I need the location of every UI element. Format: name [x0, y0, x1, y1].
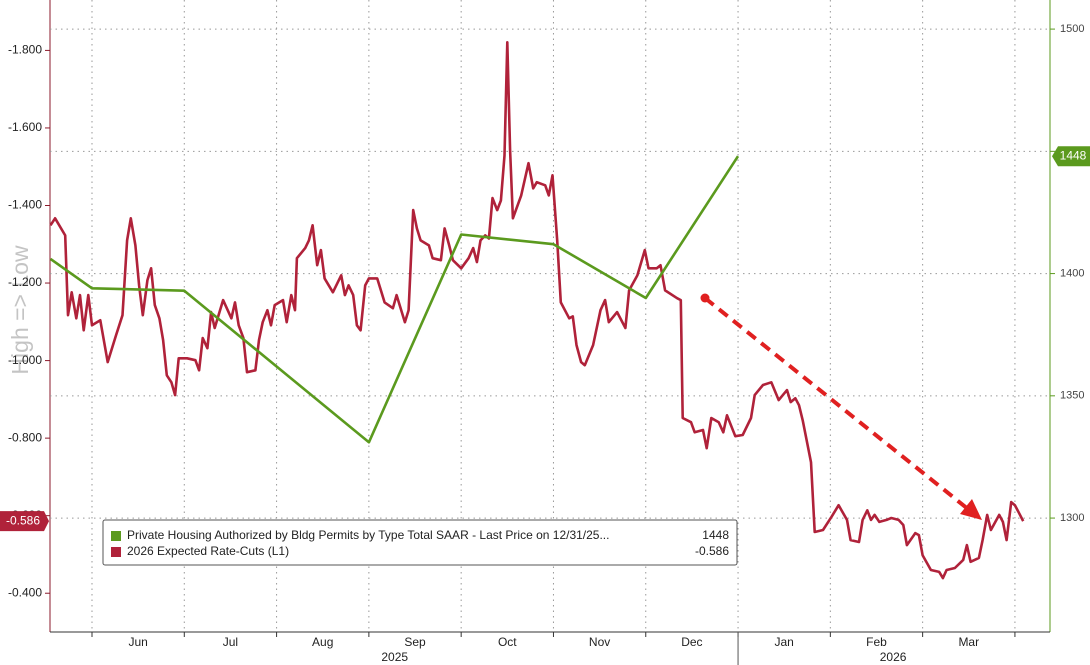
y-tick-label: -1.200	[8, 275, 42, 289]
arrow-line	[703, 296, 970, 511]
y-tick-label: -1.000	[8, 353, 42, 367]
x-tick-label: Sep	[404, 635, 426, 649]
x-tick-label: Jun	[128, 635, 147, 649]
y-tick-label: -1.800	[8, 43, 42, 57]
x-tick-label: Nov	[589, 635, 610, 649]
x-tick-label: Dec	[681, 635, 702, 649]
x-year-label: 2025	[381, 650, 408, 664]
last-value-box	[1052, 146, 1090, 167]
legend-value: -0.586	[695, 544, 729, 558]
y2-tick-label: 1500	[1060, 23, 1084, 35]
legend-label: 2026 Expected Rate-Cuts (L1)	[127, 544, 289, 558]
legend-swatch	[111, 547, 121, 557]
y2-tick-label: 1400	[1060, 267, 1084, 279]
legend: Private Housing Authorized by Bldg Permi…	[102, 519, 738, 566]
x-tick-label: Mar	[958, 635, 979, 649]
legend-box	[102, 519, 738, 566]
x-tick-label: Oct	[498, 635, 517, 649]
last-value-box	[0, 511, 49, 532]
last-value-label: -0.586	[6, 513, 40, 527]
series-line	[49, 41, 1025, 580]
y-tick-label: -1.600	[8, 120, 42, 134]
last-value-label: 1448	[1060, 148, 1087, 162]
y2-tick-label: 1350	[1060, 390, 1084, 402]
x-tick-label: Jan	[775, 635, 794, 649]
trend-arrow	[700, 293, 982, 520]
legend-value: 1448	[702, 528, 729, 542]
y-axis-label: High => Low	[7, 245, 33, 375]
x-tick-label: Aug	[312, 635, 333, 649]
x-year-label: 2026	[880, 650, 907, 664]
axes: -1.800-1.600-1.400-1.200-1.000-0.800-0.6…	[0, 23, 1090, 665]
y-tick-label: -0.800	[8, 430, 42, 444]
x-tick-label: Feb	[866, 635, 887, 649]
y-tick-label: -1.400	[8, 198, 42, 212]
y2-tick-label: 1300	[1060, 512, 1084, 524]
legend-label: Private Housing Authorized by Bldg Permi…	[127, 528, 609, 542]
arrow-head	[960, 499, 982, 520]
lines	[49, 41, 1025, 580]
x-tick-label: Jul	[223, 635, 238, 649]
y-tick-label: -0.400	[8, 585, 42, 599]
grid	[50, 0, 1050, 632]
series-line	[49, 155, 740, 444]
legend-swatch	[111, 531, 121, 541]
